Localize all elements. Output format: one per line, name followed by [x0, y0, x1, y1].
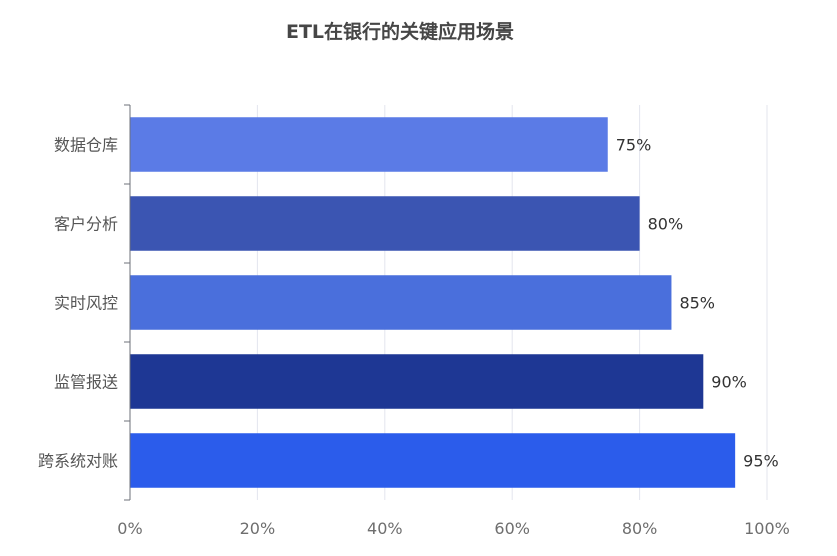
bar: [130, 196, 640, 251]
bar: [130, 354, 704, 409]
data-label: 90%: [711, 373, 747, 392]
data-label: 85%: [679, 294, 715, 313]
bars: [130, 117, 736, 488]
y-category-label: 实时风控: [54, 294, 118, 313]
x-tick-label: 40%: [367, 519, 403, 538]
x-tick-label: 20%: [240, 519, 276, 538]
y-category-label: 数据仓库: [54, 136, 118, 155]
y-category-label: 客户分析: [54, 215, 118, 234]
axes: [124, 104, 131, 501]
x-tick-label: 80%: [622, 519, 658, 538]
x-tick-label: 100%: [744, 519, 790, 538]
bar: [130, 275, 672, 330]
y-category-label: 监管报送: [54, 373, 118, 392]
bar: [130, 433, 736, 488]
y-category-label: 跨系统对账: [38, 452, 118, 471]
labels: 0% 20% 40% 60% 80% 100% 数据仓库 75% 客户分析 80% 实时风控 85% 监…: [38, 136, 790, 539]
bar: [130, 117, 608, 172]
data-label: 75%: [616, 136, 652, 155]
chart-title: ETL在银行的关键应用场景: [286, 20, 514, 43]
x-tick-label: 60%: [494, 519, 530, 538]
data-label: 95%: [743, 452, 779, 471]
x-tick-label: 0%: [117, 519, 142, 538]
data-label: 80%: [648, 215, 684, 234]
